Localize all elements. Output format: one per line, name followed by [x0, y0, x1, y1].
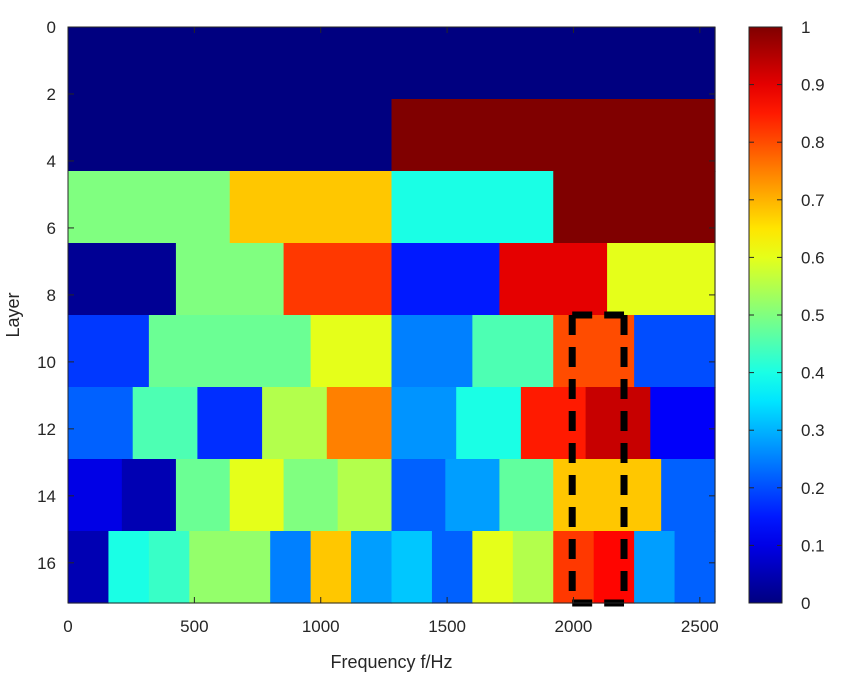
heatmap-cell	[634, 315, 716, 388]
heatmap-cells	[68, 27, 716, 604]
heatmap-cell	[68, 243, 177, 316]
heatmap-cell	[512, 531, 554, 604]
heatmap-cell	[68, 27, 716, 100]
heatmap-cell	[661, 459, 716, 532]
heatmap-cell	[326, 387, 393, 460]
y-axis: 0 2 4 6 8 10 12 14 16	[37, 18, 715, 573]
y-tick-label: 4	[47, 152, 56, 171]
heatmap-cell	[585, 387, 651, 460]
heatmap-cell	[650, 387, 716, 460]
heatmap-cell	[607, 243, 716, 316]
heatmap-cell	[68, 459, 123, 532]
heatmap-cell	[68, 99, 393, 172]
heatmap-cell	[472, 315, 554, 388]
heatmap-cell	[108, 531, 150, 604]
colorbar-tick-label: 0.3	[801, 421, 825, 440]
heatmap-cell	[229, 459, 285, 532]
heatmap-cell	[431, 531, 473, 604]
heatmap-cell	[68, 315, 150, 388]
x-tick-label: 0	[63, 617, 72, 636]
colorbar-tick-label: 1	[801, 18, 810, 37]
heatmap-cell	[310, 531, 352, 604]
heatmap-cell	[391, 99, 716, 172]
colorbar-ticks: 0 0.1 0.2 0.3 0.4 0.5 0.6 0.7 0.8 0.9 1	[749, 18, 825, 613]
y-axis-label: Layer	[3, 292, 23, 337]
heatmap-cell	[283, 459, 339, 532]
heatmap-cell	[197, 387, 263, 460]
colorbar-tick-label: 0.5	[801, 306, 825, 325]
heatmap-cell	[148, 531, 190, 604]
colorbar-tick-label: 0	[801, 594, 810, 613]
heatmap-cell	[499, 459, 554, 532]
x-tick-label: 1500	[428, 617, 466, 636]
heatmap-cell	[121, 459, 177, 532]
heatmap-cell	[391, 459, 446, 532]
colorbar-tick-label: 0.9	[801, 76, 825, 95]
y-tick-label: 12	[37, 420, 56, 439]
x-tick-label: 2500	[681, 617, 719, 636]
y-tick-label: 16	[37, 554, 56, 573]
y-tick-label: 6	[47, 219, 56, 238]
heatmap-cell	[132, 387, 198, 460]
colorbar-tick-label: 0.1	[801, 536, 825, 555]
heatmap-cell	[391, 315, 473, 388]
heatmap-cell	[472, 531, 514, 604]
x-tick-label: 2000	[555, 617, 593, 636]
heatmap-cell	[189, 531, 271, 604]
heatmap-cell	[229, 171, 393, 244]
y-tick-label: 2	[47, 85, 56, 104]
plot-frame	[67, 26, 716, 604]
colorbar-tick-label: 0.8	[801, 133, 825, 152]
y-tick-label: 8	[47, 286, 56, 305]
y-tick-label: 14	[37, 487, 56, 506]
colorbar	[748, 26, 783, 604]
heatmap-cell	[445, 459, 501, 532]
heatmap-cell	[270, 531, 312, 604]
heatmap-cell	[310, 315, 393, 388]
colorbar-tick-label: 0.2	[801, 479, 825, 498]
heatmap-cell	[674, 531, 716, 604]
heatmap-cell	[68, 171, 231, 244]
y-tick-label: 0	[47, 18, 56, 37]
heatmap-cell	[553, 171, 716, 244]
heatmap-cell	[520, 387, 587, 460]
heatmap-cell	[68, 387, 134, 460]
heatmap-cell	[148, 315, 312, 388]
heatmap-cell	[175, 243, 285, 316]
heatmap-cell	[68, 531, 110, 604]
heatmap-cell	[391, 243, 501, 316]
heatmap-cell	[175, 459, 231, 532]
x-axis: 0 500 1000 1500 2000 2500	[63, 27, 719, 636]
x-axis-label: Frequency f/Hz	[330, 652, 452, 672]
colorbar-tick-label: 0.4	[801, 364, 825, 383]
x-tick-label: 1000	[302, 617, 340, 636]
heatmap-cell	[634, 531, 676, 604]
heatmap-cell	[391, 387, 457, 460]
heatmap-cell	[499, 243, 608, 316]
heatmap-cell	[391, 171, 554, 244]
heatmap-cell	[351, 531, 393, 604]
heatmap-cell	[337, 459, 393, 532]
heatmap-cell	[593, 531, 635, 604]
colorbar-tick-label: 0.7	[801, 191, 825, 210]
x-tick-label: 500	[180, 617, 208, 636]
heatmap-cell	[262, 387, 328, 460]
heatmap-cell	[391, 531, 433, 604]
heatmap-cell	[456, 387, 522, 460]
colorbar-tick-label: 0.6	[801, 248, 825, 267]
y-tick-label: 10	[37, 353, 56, 372]
heatmap-cell	[283, 243, 393, 316]
